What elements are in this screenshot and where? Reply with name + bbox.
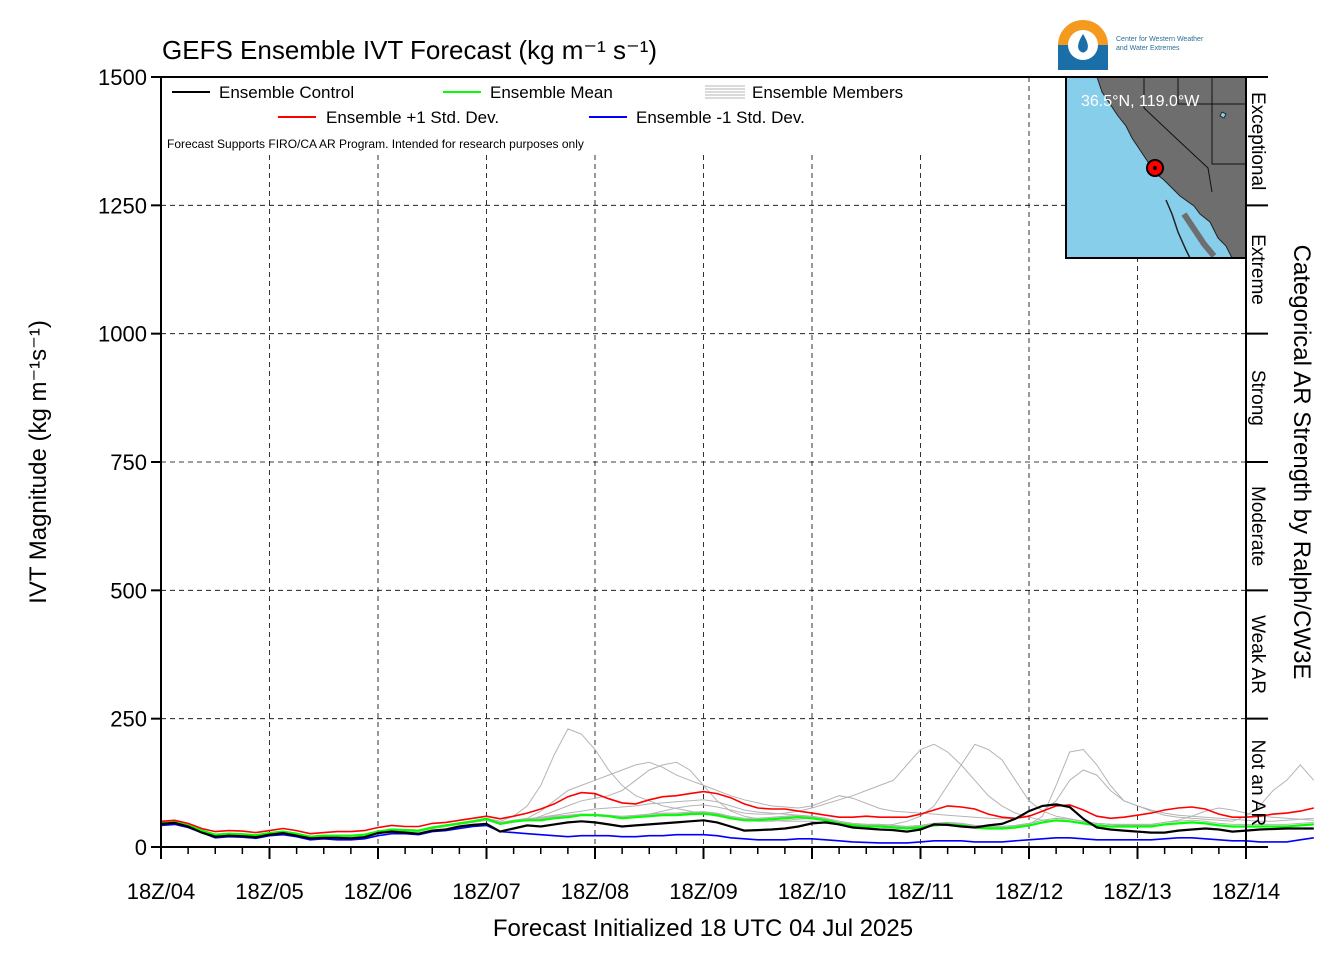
y-tick-label: 0: [135, 835, 147, 860]
x-tick-label: 18Z/04: [127, 879, 196, 904]
x-tick-label: 18Z/12: [995, 879, 1064, 904]
legend-members-label: Ensemble Members: [752, 83, 903, 102]
x-axis-title: Forecast Initialized 18 UTC 04 Jul 2025: [493, 915, 913, 942]
legend: Ensemble Control Ensemble Mean Ensemble …: [172, 83, 903, 127]
x-tick-label: 18Z/05: [235, 879, 304, 904]
ensemble-member-line-3: [160, 748, 1315, 838]
logo-text-line2: and Water Extremes: [1116, 45, 1180, 52]
research-note: Forecast Supports FIRO/CA AR Program. In…: [167, 137, 584, 151]
axes: 0 250 500 750 1000 1250 1500 18Z/04 18Z/05 18Z/06…: [98, 65, 1280, 904]
legend-plus-std-label: Ensemble +1 Std. Dev.: [326, 108, 499, 127]
series-line-minus-std: [160, 823, 1314, 844]
y-tick-label: 1500: [98, 65, 147, 90]
legend-control-label: Ensemble Control: [219, 83, 354, 102]
category-label: Moderate: [1247, 486, 1268, 566]
logo-text-line1: Center for Western Weather: [1116, 36, 1204, 43]
x-tick-label: 18Z/14: [1212, 879, 1281, 904]
x-tick-label: 18Z/08: [561, 879, 630, 904]
ensemble-member-line-5: [160, 743, 1314, 839]
series-line-mean: [160, 812, 1314, 838]
y-tick-label: 500: [110, 578, 147, 603]
series-line-plus-std: [160, 790, 1314, 835]
x-tick-label: 18Z/06: [344, 879, 413, 904]
x-tick-label: 18Z/07: [452, 879, 521, 904]
y-tick-label: 1000: [98, 322, 147, 347]
inset-land: [1096, 76, 1247, 259]
category-label: Weak AR: [1247, 615, 1268, 694]
series-line-control: [160, 803, 1314, 840]
ensemble-members-lines: [160, 728, 1315, 839]
y-tick-label: 1250: [98, 193, 147, 218]
chart-title: GEFS Ensemble IVT Forecast (kg m⁻¹ s⁻¹): [162, 35, 657, 65]
x-tick-label: 18Z/13: [1103, 879, 1172, 904]
y-axis-title: IVT Magnitude (kg m⁻¹s⁻¹): [25, 320, 52, 604]
legend-members-swatch: [705, 85, 745, 99]
legend-mean-label: Ensemble Mean: [490, 83, 613, 102]
cw3e-logo: Center for Western Weather and Water Ext…: [1058, 20, 1204, 70]
ensemble-member-line-1: [160, 728, 1314, 838]
x-tick-label: 18Z/10: [778, 879, 847, 904]
ensemble-member-line-2: [160, 743, 1314, 839]
y-tick-label: 250: [110, 707, 147, 732]
categorical-axis-title: Categorical AR Strength by Ralph/CW3E: [1288, 245, 1315, 680]
y-tick-label: 750: [110, 450, 147, 475]
category-label: Extreme: [1247, 234, 1268, 305]
category-label: Not an AR: [1247, 740, 1268, 827]
legend-minus-std-label: Ensemble -1 Std. Dev.: [636, 108, 805, 127]
x-tick-label: 18Z/09: [669, 879, 738, 904]
categorical-axis: Not an AR Weak AR Moderate Strong Extreme Exc…: [1245, 76, 1268, 848]
inset-location-label: 36.5°N, 119.0°W: [1081, 93, 1200, 110]
category-label: Exceptional: [1247, 92, 1268, 190]
x-tick-label: 18Z/11: [887, 879, 954, 904]
inset-map: 36.5°N, 119.0°W: [1065, 76, 1247, 259]
category-label: Strong: [1247, 370, 1268, 426]
ensemble-series-lines: [160, 790, 1314, 844]
